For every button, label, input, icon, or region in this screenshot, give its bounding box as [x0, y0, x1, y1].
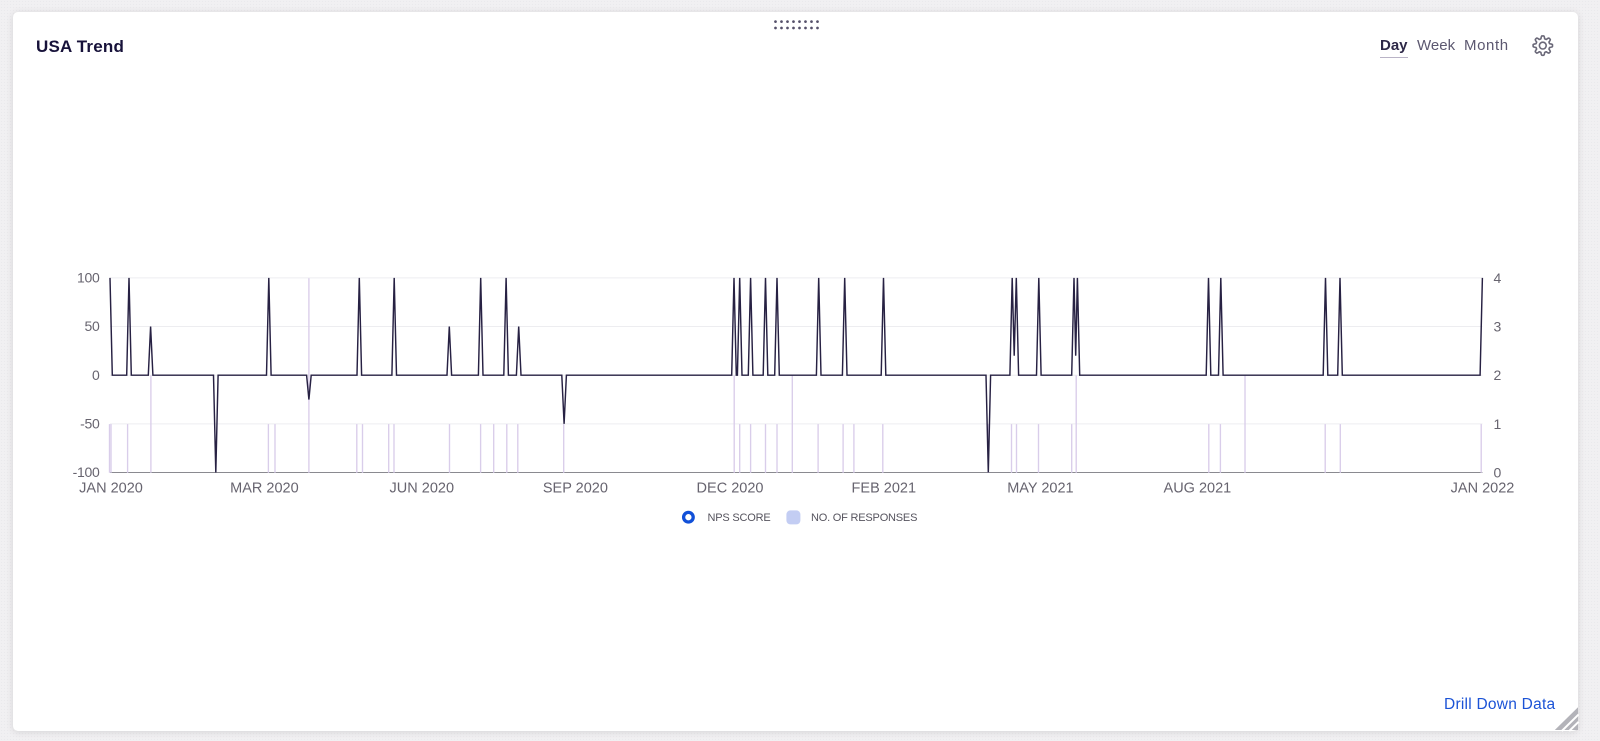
svg-text:4: 4 — [1494, 270, 1502, 286]
svg-text:0: 0 — [1494, 465, 1502, 481]
svg-text:100: 100 — [77, 270, 100, 286]
svg-text:JAN 2022: JAN 2022 — [1451, 481, 1515, 497]
svg-text:SEP 2020: SEP 2020 — [543, 481, 608, 497]
svg-text:JAN 2020: JAN 2020 — [79, 481, 143, 497]
svg-text:-100: -100 — [73, 464, 100, 480]
svg-text:-50: -50 — [80, 416, 100, 432]
svg-text:DEC 2020: DEC 2020 — [697, 481, 764, 497]
svg-text:0: 0 — [92, 367, 100, 383]
svg-text:50: 50 — [85, 318, 100, 334]
svg-text:NPS SCORE: NPS SCORE — [708, 512, 771, 524]
svg-text:2: 2 — [1494, 367, 1502, 383]
svg-text:AUG 2021: AUG 2021 — [1164, 481, 1232, 497]
svg-text:MAR 2020: MAR 2020 — [230, 481, 299, 497]
svg-text:1: 1 — [1494, 416, 1502, 432]
svg-text:MAY 2021: MAY 2021 — [1007, 481, 1073, 497]
svg-text:JUN 2020: JUN 2020 — [390, 481, 454, 497]
svg-text:NO. OF RESPONSES: NO. OF RESPONSES — [811, 512, 917, 524]
svg-text:3: 3 — [1494, 319, 1502, 335]
svg-text:FEB 2021: FEB 2021 — [852, 481, 917, 497]
